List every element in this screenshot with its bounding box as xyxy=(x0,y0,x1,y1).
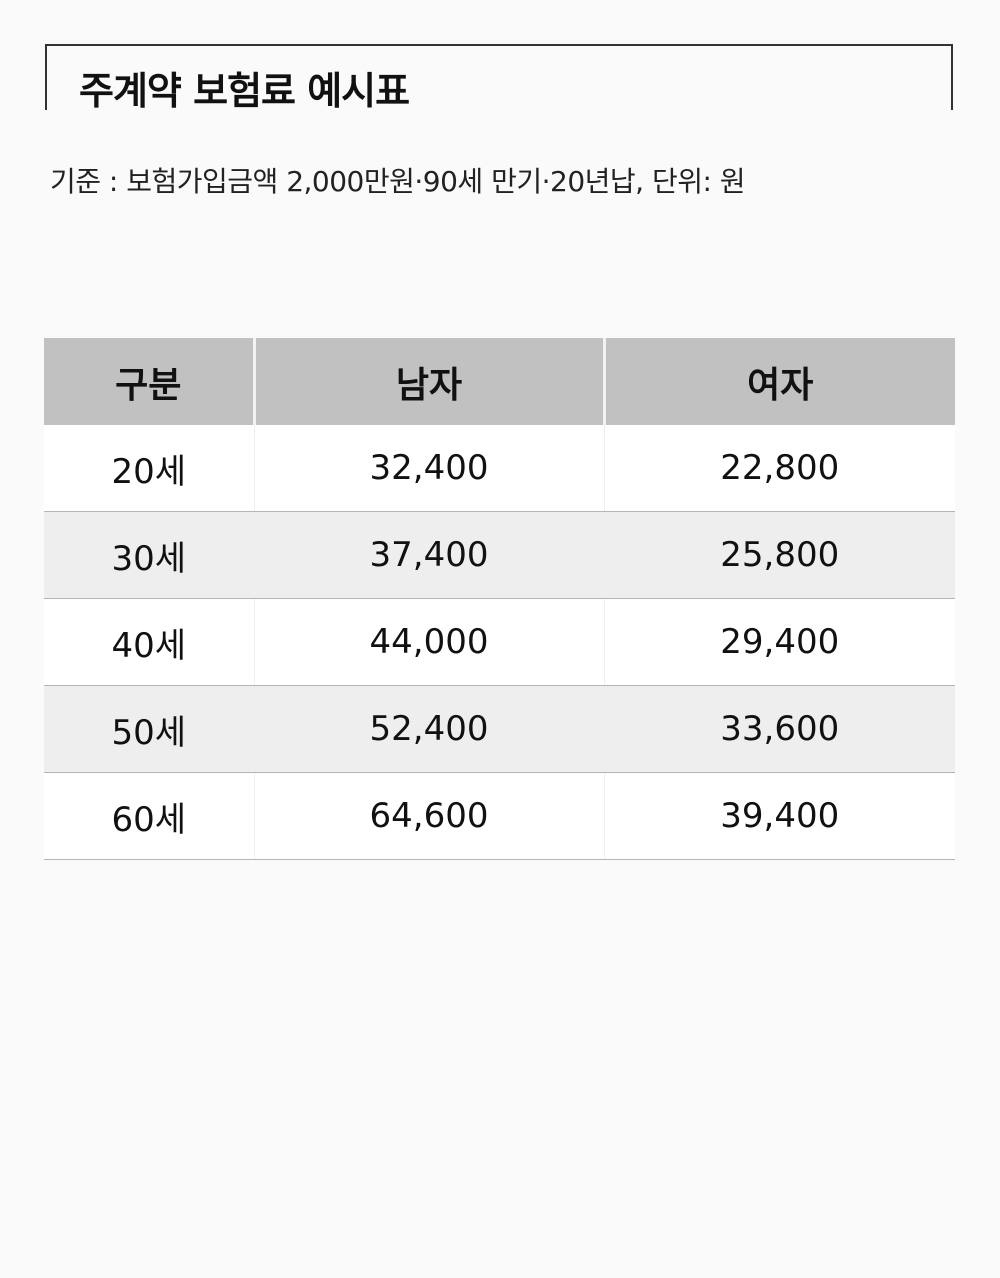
table-criteria-note: 기준 : 보험가입금액 2,000만원·90세 만기·20년납, 단위: 원 xyxy=(50,165,746,198)
table-row: 40세 44,000 29,400 xyxy=(44,598,955,686)
female-premium-cell: 39,400 xyxy=(603,772,955,860)
female-premium-cell: 22,800 xyxy=(603,425,955,512)
table-row: 30세 37,400 25,800 xyxy=(44,511,955,599)
male-premium-cell: 44,000 xyxy=(253,598,604,686)
age-cell: 30세 xyxy=(44,511,254,599)
header-male: 남자 xyxy=(252,338,604,425)
table-row: 20세 32,400 22,800 xyxy=(44,425,955,512)
female-premium-cell: 25,800 xyxy=(603,511,955,599)
title-box: 주계약 보험료 예시표 xyxy=(45,44,953,113)
male-premium-cell: 32,400 xyxy=(253,425,604,512)
male-premium-cell: 52,400 xyxy=(253,685,604,773)
male-premium-cell: 37,400 xyxy=(253,511,604,599)
header-female: 여자 xyxy=(602,338,955,425)
table-row: 50세 52,400 33,600 xyxy=(44,685,955,773)
female-premium-cell: 33,600 xyxy=(603,685,955,773)
header-category: 구분 xyxy=(44,338,254,425)
female-premium-cell: 29,400 xyxy=(603,598,955,686)
male-premium-cell: 64,600 xyxy=(253,772,604,860)
premium-table: 구분 남자 여자 20세 32,400 22,800 30세 37,400 25… xyxy=(44,338,955,860)
age-cell: 40세 xyxy=(44,598,254,686)
age-cell: 20세 xyxy=(44,425,254,512)
table-header-row: 구분 남자 여자 xyxy=(44,338,955,425)
table-row: 60세 64,600 39,400 xyxy=(44,772,955,860)
page-title: 주계약 보험료 예시표 xyxy=(79,69,410,113)
age-cell: 50세 xyxy=(44,685,254,773)
age-cell: 60세 xyxy=(44,772,254,860)
